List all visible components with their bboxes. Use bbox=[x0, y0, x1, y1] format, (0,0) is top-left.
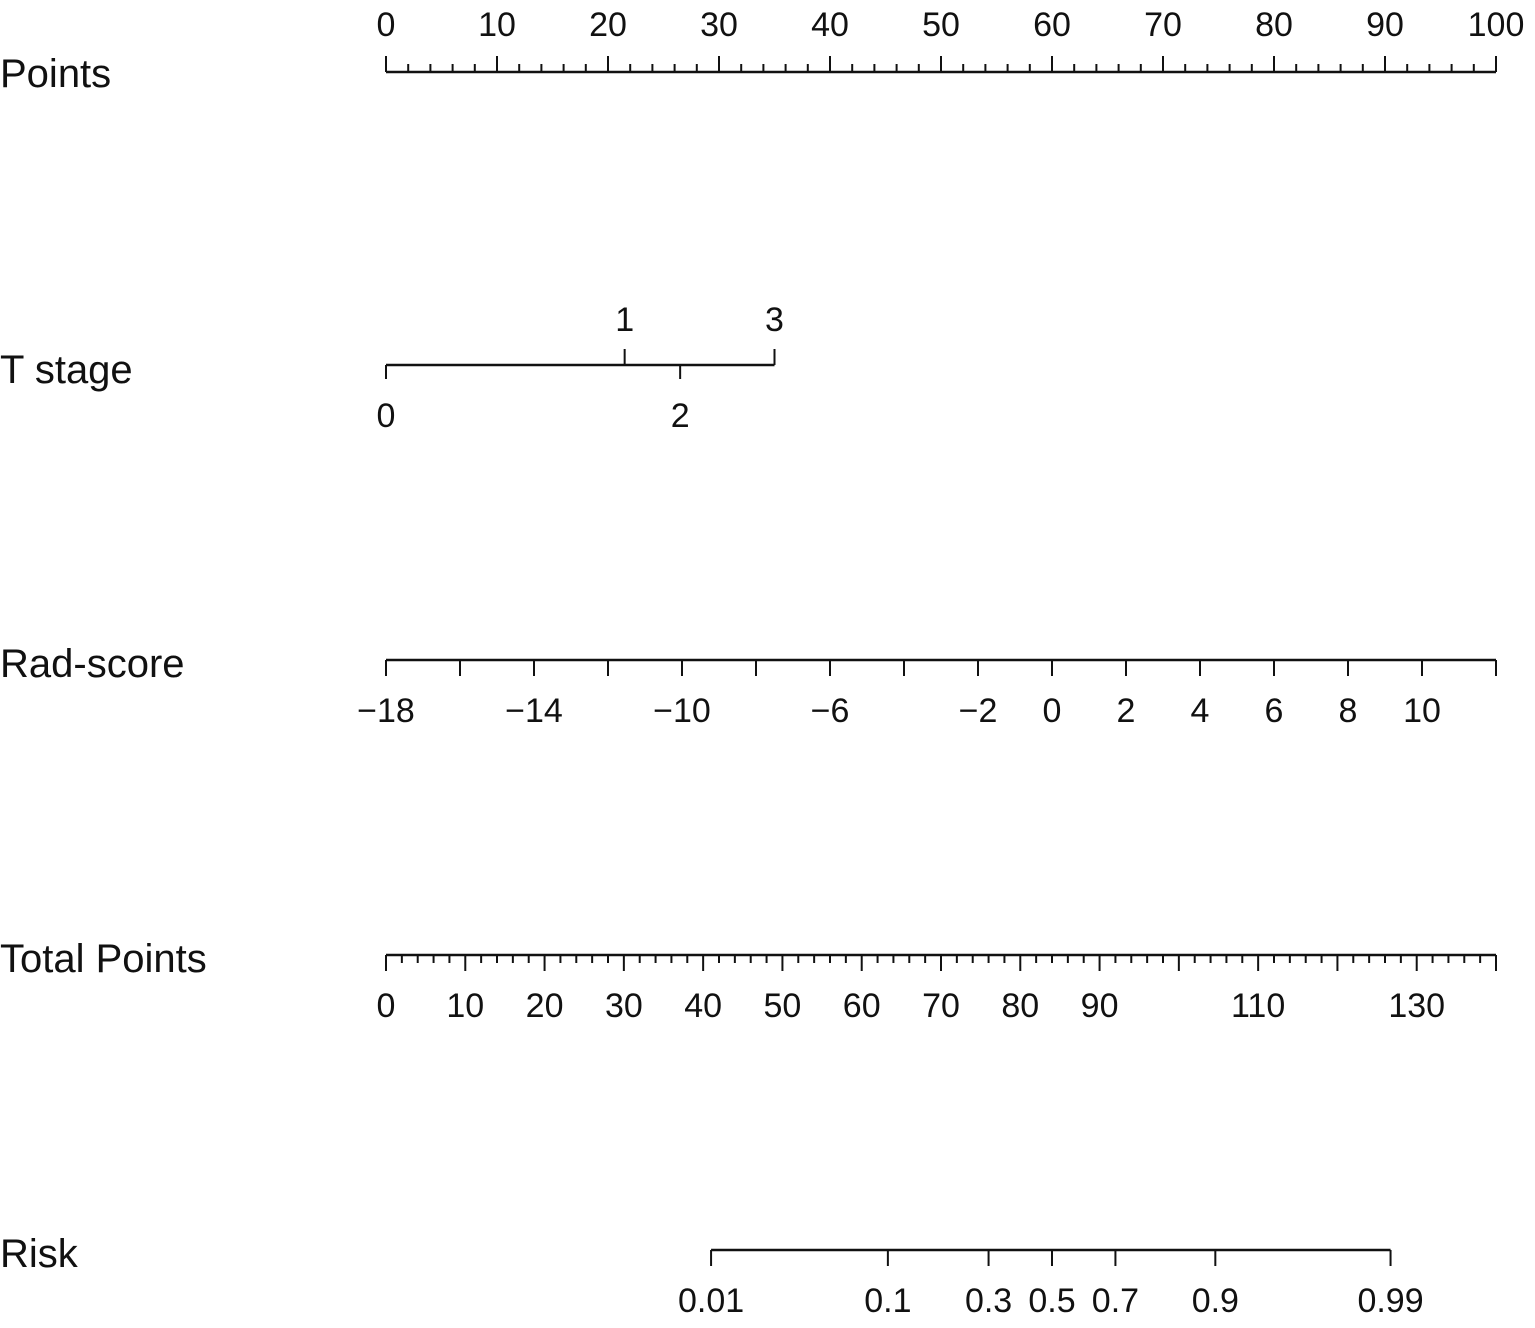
rad-score-tick-label: 0 bbox=[1043, 692, 1062, 730]
t-stage-tick-label: 3 bbox=[765, 301, 784, 339]
rad-score-tick-label: 4 bbox=[1191, 692, 1210, 730]
rad-score-tick-label: 6 bbox=[1265, 692, 1284, 730]
risk-tick-label: 0.5 bbox=[1028, 1282, 1075, 1320]
rad-score-tick-label: −10 bbox=[653, 692, 711, 730]
points-tick-label: 100 bbox=[1468, 6, 1525, 44]
total-points-tick-label: 70 bbox=[922, 987, 960, 1025]
rad-score-tick-label: −2 bbox=[959, 692, 998, 730]
t-stage-tick-label: 0 bbox=[377, 397, 396, 435]
rad-score-tick-label: −14 bbox=[505, 692, 563, 730]
points-tick-label: 20 bbox=[589, 6, 627, 44]
total-points-tick-label: 40 bbox=[684, 987, 722, 1025]
t-stage-tick-label: 1 bbox=[615, 301, 634, 339]
total-points-tick-label: 10 bbox=[446, 987, 484, 1025]
rad-score-tick-label: −6 bbox=[811, 692, 850, 730]
risk-axis-label: Risk bbox=[0, 1232, 79, 1276]
rad-score-axis-label: Rad-score bbox=[0, 642, 185, 686]
rad-score-tick-label: −18 bbox=[357, 692, 415, 730]
points-tick-label: 40 bbox=[811, 6, 849, 44]
total-points-tick-label: 60 bbox=[843, 987, 881, 1025]
total-points-tick-label: 90 bbox=[1081, 987, 1119, 1025]
total-points-tick-label: 30 bbox=[605, 987, 643, 1025]
total-points-axis-label: Total Points bbox=[0, 937, 207, 981]
t-stage-axis-label: T stage bbox=[0, 348, 133, 392]
rad-score-tick-label: 10 bbox=[1403, 692, 1441, 730]
risk-tick-label: 0.99 bbox=[1357, 1282, 1423, 1320]
total-points-tick-label: 80 bbox=[1001, 987, 1039, 1025]
total-points-tick-label: 110 bbox=[1231, 987, 1285, 1025]
points-axis-label: Points bbox=[0, 52, 111, 96]
total-points-tick-label: 50 bbox=[764, 987, 802, 1025]
points-tick-label: 80 bbox=[1255, 6, 1293, 44]
risk-tick-label: 0.7 bbox=[1092, 1282, 1139, 1320]
total-points-tick-label: 0 bbox=[377, 987, 396, 1025]
t-stage-tick-label: 2 bbox=[671, 397, 690, 435]
risk-tick-label: 0.01 bbox=[678, 1282, 744, 1320]
risk-tick-label: 0.9 bbox=[1192, 1282, 1239, 1320]
points-tick-label: 90 bbox=[1366, 6, 1404, 44]
risk-tick-label: 0.1 bbox=[864, 1282, 911, 1320]
points-tick-label: 0 bbox=[377, 6, 396, 44]
rad-score-tick-label: 2 bbox=[1117, 692, 1136, 730]
total-points-tick-label: 130 bbox=[1388, 987, 1445, 1025]
points-tick-label: 50 bbox=[922, 6, 960, 44]
rad-score-tick-label: 8 bbox=[1339, 692, 1358, 730]
points-tick-label: 10 bbox=[478, 6, 516, 44]
points-tick-label: 70 bbox=[1144, 6, 1182, 44]
total-points-tick-label: 20 bbox=[526, 987, 564, 1025]
risk-tick-label: 0.3 bbox=[965, 1282, 1012, 1320]
points-tick-label: 30 bbox=[700, 6, 738, 44]
points-tick-label: 60 bbox=[1033, 6, 1071, 44]
